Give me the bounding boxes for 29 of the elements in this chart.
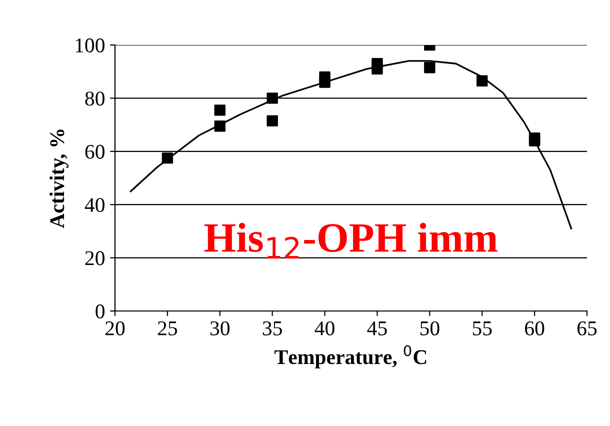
x-tick-label: 35 (262, 321, 282, 336)
point (319, 76, 330, 88)
y-tick-label: 100 (76, 38, 104, 52)
y-tick-label: 80 (85, 92, 104, 106)
x-tick-label: 45 (367, 321, 387, 336)
point (528, 135, 540, 146)
x-tick-label: 60 (525, 321, 544, 336)
y-tick-label: 40 (84, 198, 104, 212)
y-tick-label: 60 (85, 144, 104, 159)
annotation: His$_{12}$-OPH imm (204, 222, 498, 258)
point (372, 63, 383, 75)
point (266, 92, 278, 104)
point (162, 152, 174, 164)
x-tick-label: 65 (577, 321, 597, 336)
y-tick-label: 20 (85, 251, 104, 266)
point (266, 115, 278, 126)
x-axis-title: Temperature, $^{0}$C (274, 345, 426, 368)
y-axis-title: Activity, % (50, 130, 68, 228)
point (424, 62, 436, 74)
point (214, 120, 226, 132)
x-tick-label: 55 (472, 322, 492, 336)
point (214, 104, 226, 116)
x-tick-label: 50 (420, 321, 440, 336)
x-tick-label: 25 (158, 321, 178, 336)
y-tick-label: 0 (96, 304, 104, 318)
point (476, 75, 488, 87)
x-tick-label: 20 (106, 321, 125, 336)
x-tick-label: 40 (314, 321, 334, 336)
x-tick-label: 30 (210, 321, 230, 336)
